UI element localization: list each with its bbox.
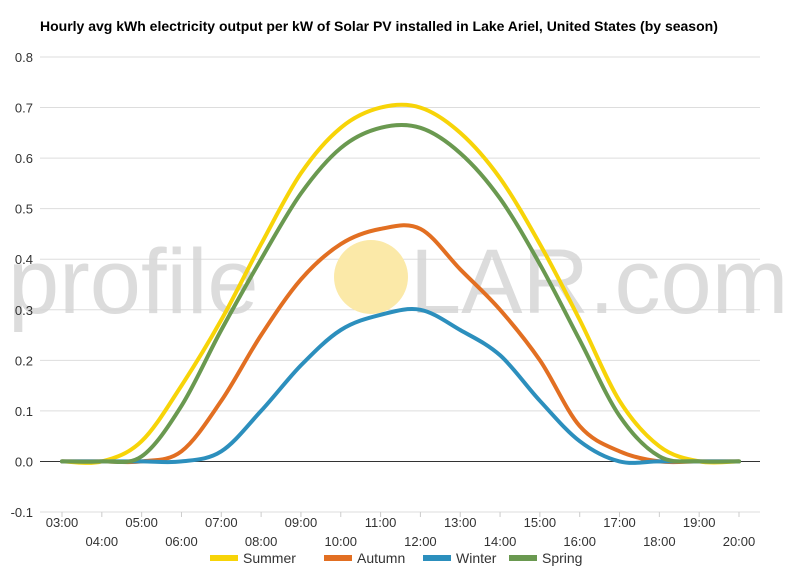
series-line-summer <box>60 102 741 465</box>
watermark-sun-icon <box>334 240 408 314</box>
x-tick-label: 14:00 <box>484 534 517 549</box>
x-tick-label: 12:00 <box>404 534 437 549</box>
x-tick-label: 07:00 <box>205 515 238 530</box>
watermark: profile LAR.com <box>8 231 788 333</box>
x-tick-label: 16:00 <box>563 534 596 549</box>
watermark-text-right: LAR.com <box>410 231 788 333</box>
y-tick-label: 0.0 <box>15 454 33 469</box>
x-tick-label: 18:00 <box>643 534 676 549</box>
y-tick-label: 0.2 <box>15 353 33 368</box>
y-tick-label: 0.6 <box>15 151 33 166</box>
watermark-text-left: profile <box>8 231 259 333</box>
legend-label-autumn: Autumn <box>357 550 405 566</box>
x-tick-label: 03:00 <box>46 515 79 530</box>
legend-label-summer: Summer <box>243 550 296 566</box>
series-lines <box>60 102 741 465</box>
y-tick-label: 0.5 <box>15 202 33 217</box>
x-tick-label: 20:00 <box>723 534 756 549</box>
legend-swatch-winter <box>423 555 451 561</box>
legend-swatch-autumn <box>324 555 352 561</box>
y-tick-label: 0.1 <box>15 404 33 419</box>
x-tick-label: 17:00 <box>603 515 636 530</box>
legend-swatch-summer <box>210 555 238 561</box>
x-tick-label: 19:00 <box>683 515 716 530</box>
x-tick-label: 04:00 <box>86 534 119 549</box>
x-tick-label: 10:00 <box>324 534 357 549</box>
x-tick-label: 15:00 <box>524 515 557 530</box>
legend-label-spring: Spring <box>542 550 582 566</box>
x-tick-label: 08:00 <box>245 534 278 549</box>
chart-title: Hourly avg kWh electricity output per kW… <box>40 18 718 34</box>
y-axis: -0.1 0.0 0.1 0.2 0.3 0.4 0.5 0.6 0.7 0.8 <box>11 50 33 520</box>
series-line-spring <box>60 122 741 465</box>
y-tick-label: 0.3 <box>15 303 33 318</box>
x-tick-label: 05:00 <box>125 515 158 530</box>
y-tick-label: 0.7 <box>15 101 33 116</box>
y-tick-label: 0.4 <box>15 252 33 267</box>
y-tick-label: 0.8 <box>15 50 33 65</box>
series-line-winter <box>60 307 741 465</box>
legend: Summer Autumn Winter Spring <box>210 550 582 566</box>
y-tick-label: -0.1 <box>11 505 33 520</box>
x-tick-label: 11:00 <box>365 515 397 530</box>
x-tick-label: 06:00 <box>165 534 198 549</box>
x-axis: 03:00 04:00 05:00 06:00 07:00 08:00 09:00 10:00… <box>46 512 756 549</box>
x-tick-label: 13:00 <box>444 515 477 530</box>
series-line-autumn <box>60 223 741 465</box>
legend-swatch-spring <box>509 555 537 561</box>
legend-label-winter: Winter <box>456 550 497 566</box>
x-tick-label: 09:00 <box>285 515 318 530</box>
